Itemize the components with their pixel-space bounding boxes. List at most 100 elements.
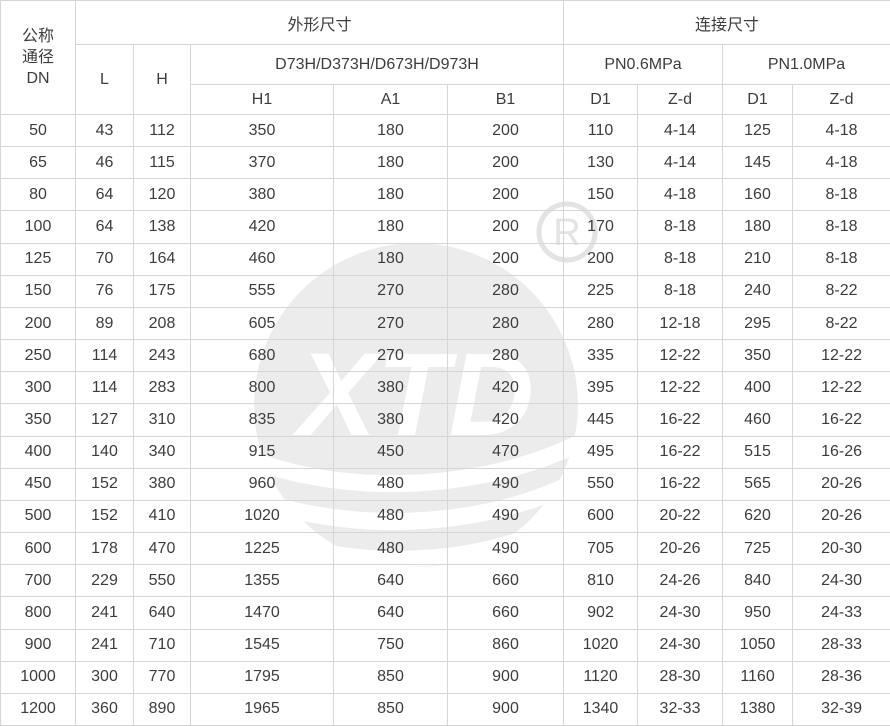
dimension-value-cell: 20-26 xyxy=(637,532,724,566)
header-B1: B1 xyxy=(446,84,565,115)
dimension-value-cell: 950 xyxy=(722,596,794,630)
dimension-value-cell: 8-22 xyxy=(792,306,890,341)
dimension-value-cell: 24-26 xyxy=(637,564,724,598)
dimension-value-cell: 480 xyxy=(333,467,448,501)
dimension-value-cell: 960 xyxy=(190,467,334,501)
dimension-value-cell: 1160 xyxy=(722,660,794,694)
dimension-value-cell: 64 xyxy=(75,210,134,244)
table-row: 65 46 115 370 180 200 130 4-14 145 4-18 xyxy=(0,146,890,180)
dimension-value-cell: 16-22 xyxy=(637,467,724,501)
dimension-value-cell: 24-30 xyxy=(792,564,890,598)
table-row: 50 43 112 350 180 200 110 4-14 125 4-18 xyxy=(0,113,890,148)
dimension-value-cell: 450 xyxy=(333,435,448,469)
dn-value-cell: 600 xyxy=(0,532,76,566)
dimension-value-cell: 725 xyxy=(722,532,794,566)
dimension-value-cell: 4-18 xyxy=(637,178,724,212)
dn-value-cell: 100 xyxy=(0,210,76,244)
table-row: 125 70 164 460 180 200 200 8-18 210 8-18 xyxy=(0,242,890,276)
dimension-value-cell: 24-30 xyxy=(637,596,724,630)
table-row: 400 140 340 915 450 470 495 16-22 515 16-26 xyxy=(0,435,890,469)
table-row: 600 178 470 1225 480 490 705 20-26 725 20-30 xyxy=(0,532,890,566)
dimension-value-cell: 470 xyxy=(133,532,191,566)
dimension-value-cell: 480 xyxy=(333,532,448,566)
dimension-value-cell: 1225 xyxy=(190,532,334,566)
dimension-value-cell: 640 xyxy=(333,564,448,598)
dimension-value-cell: 140 xyxy=(75,435,134,469)
dimension-value-cell: 680 xyxy=(190,339,334,373)
dimension-value-cell: 114 xyxy=(75,339,134,373)
dimension-value-cell: 43 xyxy=(75,113,134,148)
dimension-value-cell: 850 xyxy=(333,692,448,726)
dimension-value-cell: 280 xyxy=(446,339,565,373)
dimension-value-cell: 460 xyxy=(722,403,794,437)
dimension-value-cell: 915 xyxy=(190,435,334,469)
dimension-value-cell: 4-18 xyxy=(792,146,890,180)
dn-value-cell: 80 xyxy=(0,178,76,212)
dimension-value-cell: 160 xyxy=(722,178,794,212)
dimension-value-cell: 200 xyxy=(446,178,565,212)
header-nominal-diameter: 公称 通径 DN xyxy=(0,0,76,115)
dimension-value-cell: 16-22 xyxy=(637,403,724,437)
dn-value-cell: 1000 xyxy=(0,660,76,694)
dimension-value-cell: 241 xyxy=(75,596,134,630)
dimension-value-cell: 12-18 xyxy=(637,306,724,341)
header-D1-pn06: D1 xyxy=(563,84,639,115)
dimension-value-cell: 420 xyxy=(446,371,565,405)
dimension-value-cell: 640 xyxy=(333,596,448,630)
header-model-series: D73H/D373H/D673H/D973H xyxy=(189,44,565,85)
dimension-value-cell: 410 xyxy=(133,499,191,534)
dimension-value-cell: 200 xyxy=(446,146,565,180)
dimension-value-cell: 180 xyxy=(722,210,794,244)
dimension-value-cell: 270 xyxy=(333,274,448,308)
dimension-value-cell: 229 xyxy=(75,564,134,598)
table-row: 900 241 710 1545 750 860 1020 24-30 1050 28-33 xyxy=(0,628,890,662)
dimension-value-cell: 152 xyxy=(75,499,134,534)
dimension-value-cell: 420 xyxy=(446,403,565,437)
table-row: 450 152 380 960 480 490 550 16-22 565 20-26 xyxy=(0,467,890,501)
dimension-value-cell: 16-22 xyxy=(792,403,890,437)
dn-value-cell: 50 xyxy=(0,113,76,148)
dimension-value-cell: 495 xyxy=(563,435,639,469)
dn-value-cell: 400 xyxy=(0,435,76,469)
dimension-value-cell: 8-18 xyxy=(792,242,890,276)
dimension-value-cell: 1020 xyxy=(563,628,639,662)
dimension-value-cell: 8-18 xyxy=(792,178,890,212)
dimension-value-cell: 20-26 xyxy=(792,499,890,534)
dimension-value-cell: 28-33 xyxy=(792,628,890,662)
dn-value-cell: 250 xyxy=(0,339,76,373)
dimension-value-cell: 620 xyxy=(722,499,794,534)
header-Zd-pn06: Z-d xyxy=(637,84,724,115)
dimension-value-cell: 200 xyxy=(446,242,565,276)
dimension-value-cell: 76 xyxy=(75,274,134,308)
dimension-value-cell: 350 xyxy=(190,113,334,148)
dimension-value-cell: 125 xyxy=(722,113,794,148)
dimension-value-cell: 180 xyxy=(333,178,448,212)
dimension-value-cell: 1795 xyxy=(190,660,334,694)
dimension-value-cell: 145 xyxy=(722,146,794,180)
dimension-value-cell: 28-30 xyxy=(637,660,724,694)
dn-value-cell: 900 xyxy=(0,628,76,662)
dimension-value-cell: 850 xyxy=(333,660,448,694)
table-row: 250 114 243 680 270 280 335 12-22 350 12-22 xyxy=(0,339,890,373)
header-outline-dimensions: 外形尺寸 xyxy=(74,0,565,45)
dimension-value-cell: 310 xyxy=(133,403,191,437)
dimension-value-cell: 1470 xyxy=(190,596,334,630)
table-row: 500 152 410 1020 480 490 600 20-22 620 20-26 xyxy=(0,499,890,534)
dn-value-cell: 350 xyxy=(0,403,76,437)
dimension-value-cell: 750 xyxy=(333,628,448,662)
dimension-value-cell: 164 xyxy=(133,242,191,276)
dimension-value-cell: 1120 xyxy=(563,660,639,694)
header-H1: H1 xyxy=(190,84,334,115)
header-D1-pn10: D1 xyxy=(722,84,794,115)
dimension-value-cell: 605 xyxy=(190,306,334,341)
header-L: L xyxy=(75,44,134,115)
dimension-value-cell: 280 xyxy=(446,274,565,308)
dimension-value-cell: 380 xyxy=(190,178,334,212)
dimension-value-cell: 12-22 xyxy=(637,371,724,405)
table-row: 350 127 310 835 380 420 445 16-22 460 16-22 xyxy=(0,403,890,437)
dn-value-cell: 200 xyxy=(0,306,76,341)
dimension-value-cell: 138 xyxy=(133,210,191,244)
dimension-value-cell: 8-18 xyxy=(637,210,724,244)
dimension-value-cell: 4-14 xyxy=(637,113,724,148)
